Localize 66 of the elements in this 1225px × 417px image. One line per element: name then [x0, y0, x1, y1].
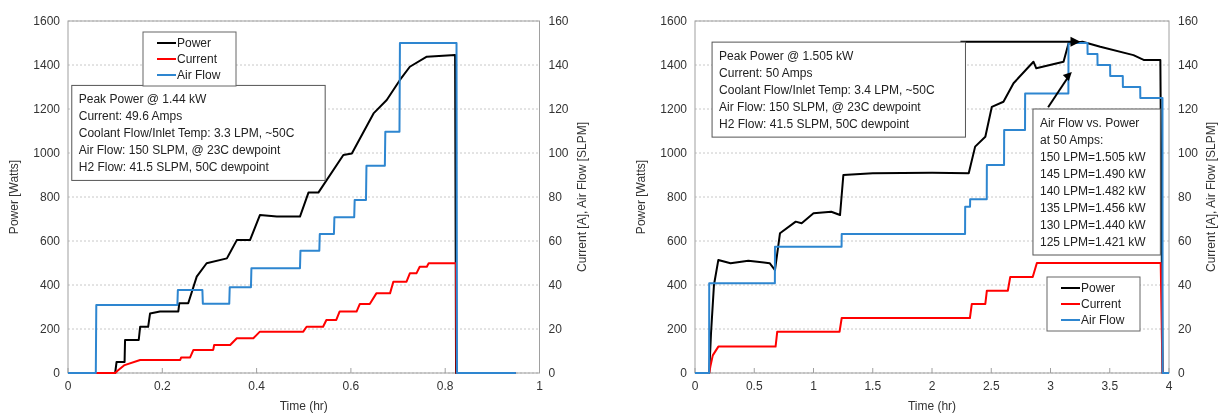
y2-tick-label: 100 [1178, 146, 1199, 160]
y2-tick-label: 40 [548, 278, 563, 292]
y-tick-label: 600 [666, 234, 688, 248]
x-tick-label: 1 [536, 379, 544, 393]
x-tick-label: 0.5 [745, 379, 763, 393]
y-tick-label: 1000 [660, 146, 688, 160]
y-axis-title: Power [Watts] [7, 159, 21, 235]
y-tick-label: 1000 [33, 146, 61, 160]
y-tick-label: 1400 [33, 58, 61, 72]
x-tick-label: 0.6 [342, 379, 360, 393]
y2-tick-label: 140 [1178, 58, 1199, 72]
x-tick-label: 0 [691, 379, 699, 393]
y2-tick-label: 160 [1178, 14, 1199, 28]
y-tick-label: 400 [666, 278, 688, 292]
y2-tick-label: 60 [548, 234, 563, 248]
y2-tick-label: 80 [1178, 190, 1192, 204]
y2-tick-label: 20 [548, 322, 563, 336]
x-tick-label: 0.4 [248, 379, 266, 393]
annotation: Peak Power @ 1.44 kW Current: 49.6 Amps Coolant Flow/Inlet Temp: 3.3 LPM, ~50C Air Flow: 150 SLPM, @ 23C dewpoint H2 Flow: 41.5 SLPM, 50C dewpoint [78, 92, 295, 175]
annotation: Air Flow vs. Power at 50 Amps: 150 LPM=1.505 kW 145 LPM=1.490 kW 140 LPM=1.482 kW 135 LPM=1.456 kW 130 LPM=1.440 kW 125 LPM=1.421 kW [1039, 116, 1147, 249]
y2-tick-label: 160 [548, 14, 569, 28]
x-tick-label: 0.8 [436, 379, 454, 393]
x-tick-label: 1 [810, 379, 818, 393]
y2-axis-title: Current [A], Air Flow [SLPM] [574, 121, 589, 273]
y2-tick-label: 60 [1178, 234, 1192, 248]
y2-tick-label: 80 [548, 190, 563, 204]
y-tick-label: 1400 [660, 58, 688, 72]
y2-tick-label: 100 [548, 146, 569, 160]
legend-label: Power [1081, 281, 1116, 295]
legend-label: Air Flow [1081, 313, 1125, 327]
y-tick-label: 800 [39, 190, 61, 204]
x-axis-title: Time (hr) [907, 399, 957, 413]
y-tick-label: 600 [39, 234, 61, 248]
y-tick-label: 400 [39, 278, 61, 292]
x-tick-label: 4 [1165, 379, 1173, 393]
y-axis-title: Power [Watts] [634, 159, 648, 235]
legend-label: Power [177, 36, 212, 50]
legend-label: Current [177, 52, 218, 66]
y2-tick-label: 0 [548, 366, 556, 380]
y-tick-label: 0 [53, 366, 61, 380]
legend-label: Current [1081, 297, 1122, 311]
x-tick-label: 3 [1047, 379, 1055, 393]
x-tick-label: 3.5 [1101, 379, 1119, 393]
y-tick-label: 1200 [660, 102, 688, 116]
y-tick-label: 200 [39, 322, 61, 336]
legend-label: Air Flow [177, 68, 221, 82]
y-tick-label: 1200 [33, 102, 61, 116]
x-axis-title: Time (hr) [279, 399, 328, 413]
y-tick-label: 800 [666, 190, 688, 204]
x-tick-label: 0.2 [153, 379, 171, 393]
x-tick-label: 1.5 [864, 379, 882, 393]
y2-tick-label: 140 [548, 58, 569, 72]
y-tick-label: 1600 [33, 14, 61, 28]
y2-tick-label: 120 [1178, 102, 1199, 116]
y-tick-label: 200 [666, 322, 688, 336]
y2-axis-title: Current [A], Air Flow [SLPM] [1204, 121, 1218, 273]
y2-tick-label: 20 [1178, 322, 1192, 336]
y2-tick-label: 40 [1178, 278, 1192, 292]
y2-tick-label: 120 [548, 102, 569, 116]
y-tick-label: 0 [680, 366, 688, 380]
x-tick-label: 2.5 [982, 379, 1000, 393]
annotation: Peak Power @ 1.505 kW Current: 50 Amps Coolant Flow/Inlet Temp: 3.4 LPM, ~50C Air Flow: 150 SLPM, @ 23C dewpoint H2 Flow: 41.5 SLPM, 50C dewpoint [719, 49, 935, 132]
y2-tick-label: 0 [1178, 366, 1185, 380]
x-tick-label: 2 [928, 379, 936, 393]
y-tick-label: 1600 [660, 14, 688, 28]
x-tick-label: 0 [64, 379, 72, 393]
